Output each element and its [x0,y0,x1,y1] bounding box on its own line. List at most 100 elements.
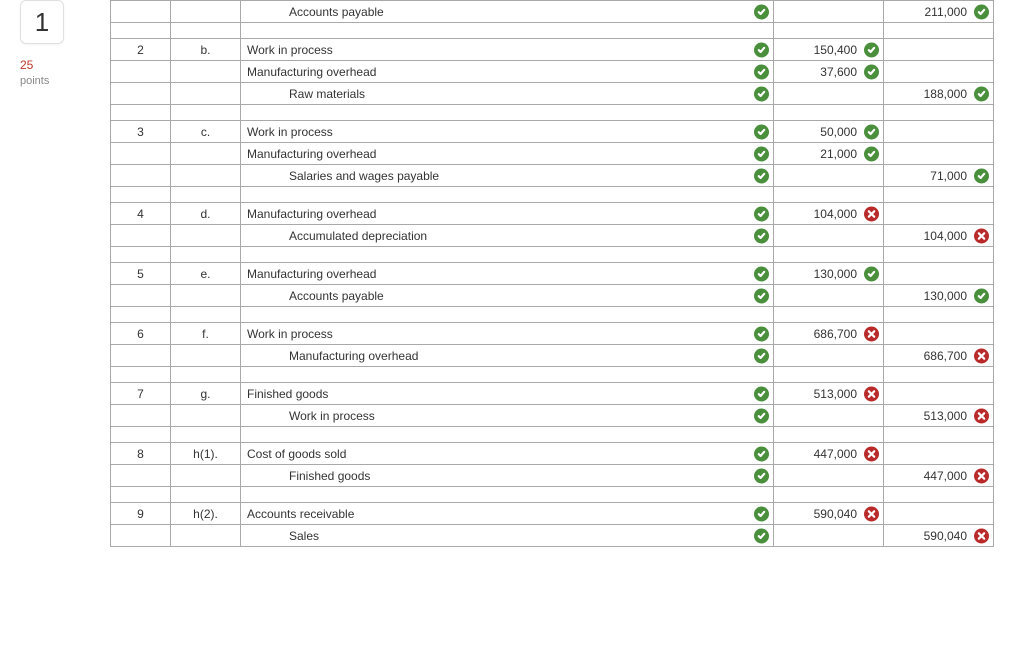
incorrect-icon [974,468,989,483]
credit-cell[interactable] [884,323,994,345]
credit-cell[interactable] [884,143,994,165]
incorrect-icon [864,506,879,521]
credit-cell[interactable] [884,263,994,285]
account-cell[interactable]: Accounts receivable [241,503,774,525]
account-cell[interactable]: Work in process [241,39,774,61]
journal-row: 2b.Work in process150,400 [111,39,994,61]
correct-icon [974,168,989,183]
debit-cell[interactable]: 447,000 [774,443,884,465]
account-name: Manufacturing overhead [247,65,376,79]
incorrect-icon [864,446,879,461]
credit-cell[interactable]: 447,000 [884,465,994,487]
account-cell[interactable]: Manufacturing overhead [241,61,774,83]
debit-cell[interactable]: 21,000 [774,143,884,165]
debit-cell[interactable]: 590,040 [774,503,884,525]
account-cell[interactable]: Finished goods [241,465,774,487]
credit-amount: 71,000 [930,169,967,183]
account-cell[interactable]: Manufacturing overhead [241,263,774,285]
correct-icon [754,124,769,139]
account-cell[interactable]: Accumulated depreciation [241,225,774,247]
debit-cell[interactable]: 150,400 [774,39,884,61]
debit-cell[interactable] [774,1,884,23]
credit-cell[interactable] [884,61,994,83]
credit-cell[interactable] [884,443,994,465]
account-cell[interactable]: Accounts payable [241,1,774,23]
question-sidebar: 1 25 points [20,0,90,547]
credit-cell[interactable]: 71,000 [884,165,994,187]
credit-cell[interactable] [884,121,994,143]
spacer-row [111,23,994,39]
transaction-part [171,525,241,547]
journal-table: Accounts payable211,0002b.Work in proces… [110,0,994,547]
journal-row: 3c.Work in process50,000 [111,121,994,143]
account-cell[interactable]: Manufacturing overhead [241,203,774,225]
debit-cell[interactable]: 513,000 [774,383,884,405]
debit-cell[interactable]: 37,600 [774,61,884,83]
correct-icon [754,146,769,161]
points-block: 25 points [20,58,90,88]
account-cell[interactable]: Finished goods [241,383,774,405]
credit-amount: 211,000 [925,5,968,19]
question-number: 1 [35,7,49,38]
correct-icon [754,228,769,243]
debit-cell[interactable] [774,165,884,187]
transaction-no: 6 [111,323,171,345]
transaction-part [171,143,241,165]
debit-cell[interactable] [774,525,884,547]
credit-cell[interactable]: 130,000 [884,285,994,307]
debit-cell[interactable] [774,285,884,307]
transaction-no [111,285,171,307]
journal-row: Finished goods 447,000 [111,465,994,487]
debit-cell[interactable]: 50,000 [774,121,884,143]
debit-cell[interactable] [774,345,884,367]
credit-cell[interactable]: 104,000 [884,225,994,247]
spacer-row [111,105,994,121]
correct-icon [754,326,769,341]
debit-cell[interactable]: 130,000 [774,263,884,285]
credit-cell[interactable] [884,503,994,525]
credit-cell[interactable] [884,203,994,225]
account-name: Salaries and wages payable [289,169,439,183]
account-cell[interactable]: Sales [241,525,774,547]
debit-amount: 513,000 [814,387,857,401]
account-cell[interactable]: Work in process [241,323,774,345]
transaction-no [111,405,171,427]
debit-cell[interactable]: 104,000 [774,203,884,225]
correct-icon [864,64,879,79]
debit-cell[interactable] [774,465,884,487]
credit-cell[interactable] [884,39,994,61]
credit-cell[interactable]: 513,000 [884,405,994,427]
transaction-no: 9 [111,503,171,525]
points-label: points [20,74,90,88]
debit-cell[interactable] [774,225,884,247]
account-cell[interactable]: Cost of goods sold [241,443,774,465]
account-cell[interactable]: Manufacturing overhead [241,345,774,367]
journal-row: 4d.Manufacturing overhead104,000 [111,203,994,225]
debit-cell[interactable] [774,83,884,105]
journal-row: 8h(1).Cost of goods sold447,000 [111,443,994,465]
credit-cell[interactable]: 211,000 [884,1,994,23]
account-cell[interactable]: Manufacturing overhead [241,143,774,165]
account-name: Work in process [247,43,333,57]
credit-amount: 188,000 [924,87,967,101]
account-cell[interactable]: Accounts payable [241,285,774,307]
transaction-no [111,61,171,83]
account-cell[interactable]: Work in process [241,405,774,427]
transaction-part [171,285,241,307]
account-cell[interactable]: Work in process [241,121,774,143]
account-cell[interactable]: Salaries and wages payable [241,165,774,187]
correct-icon [754,468,769,483]
correct-icon [754,288,769,303]
journal-row: Manufacturing overhead 37,600 [111,61,994,83]
credit-cell[interactable] [884,383,994,405]
transaction-no: 4 [111,203,171,225]
transaction-no [111,143,171,165]
debit-cell[interactable]: 686,700 [774,323,884,345]
credit-cell[interactable]: 590,040 [884,525,994,547]
spacer-row [111,427,994,443]
credit-cell[interactable]: 188,000 [884,83,994,105]
credit-cell[interactable]: 686,700 [884,345,994,367]
account-cell[interactable]: Raw materials [241,83,774,105]
debit-cell[interactable] [774,405,884,427]
debit-amount: 21,000 [820,147,857,161]
